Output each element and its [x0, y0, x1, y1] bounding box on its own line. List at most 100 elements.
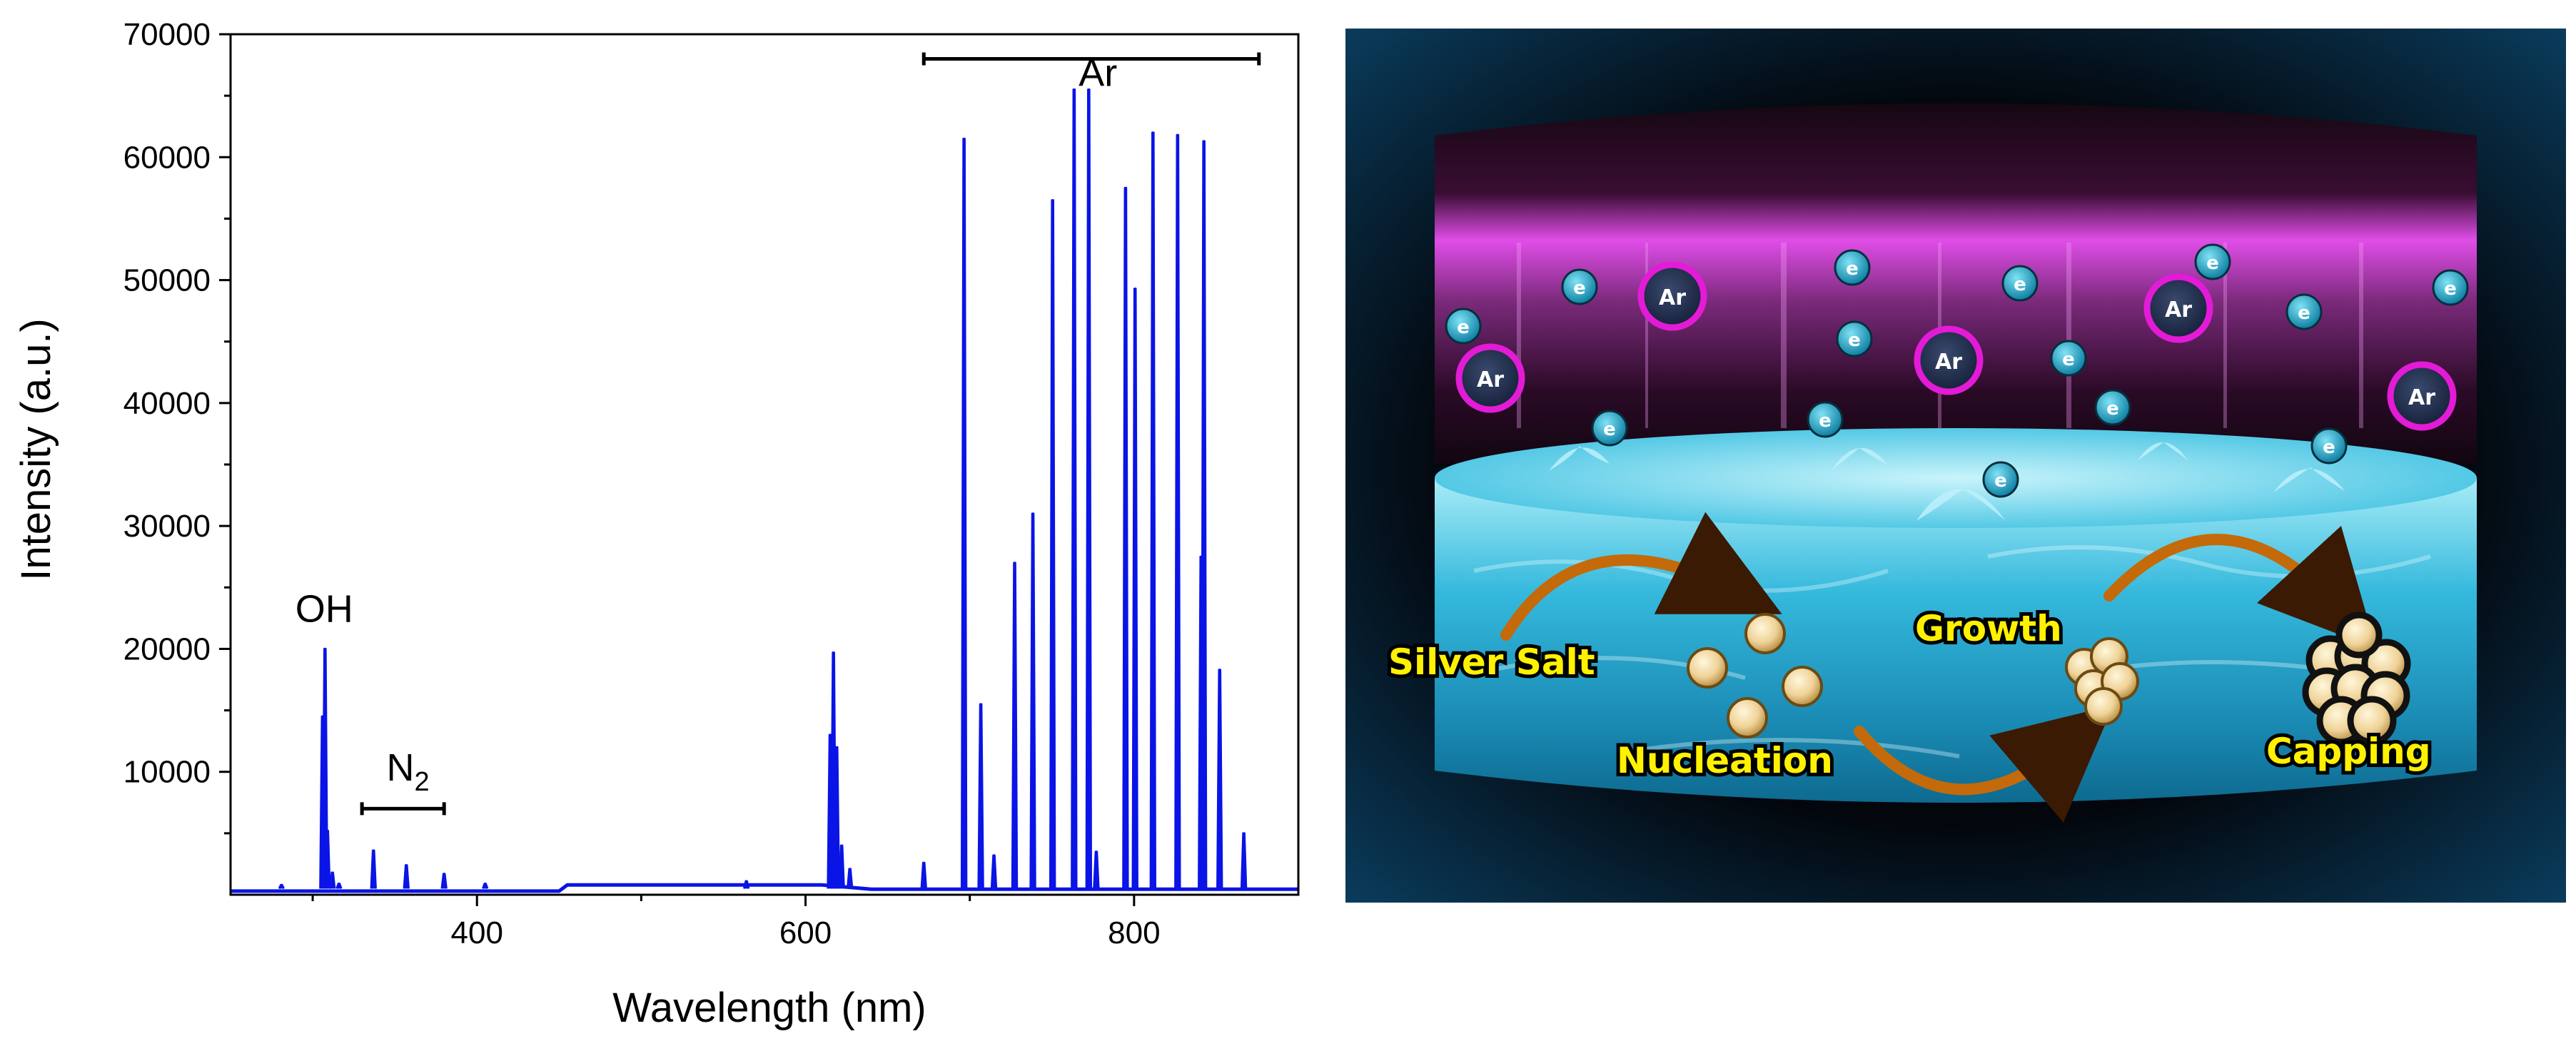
- y-tick-label: 40000: [123, 386, 211, 421]
- svg-text:Ar: Ar: [2165, 298, 2192, 323]
- label-silver-salt: Silver Salt: [1388, 641, 1595, 683]
- svg-text:e: e: [1603, 419, 1616, 440]
- svg-text:e: e: [2106, 398, 2119, 420]
- spectrum-peak: [1049, 199, 1056, 889]
- svg-text:Ar: Ar: [1477, 367, 1504, 392]
- electron: e: [1807, 401, 1844, 438]
- argon-ion: Ar: [2387, 361, 2457, 431]
- spectrum-peak: [335, 882, 343, 889]
- label-nucleation: Nucleation: [1617, 740, 1833, 781]
- electron: e: [2285, 293, 2323, 330]
- electron: e: [1591, 410, 1628, 447]
- svg-text:Ar: Ar: [1659, 285, 1686, 310]
- capped-nanoparticle: [2302, 611, 2411, 746]
- svg-text:e: e: [2062, 349, 2075, 370]
- y-tick-label: 60000: [123, 140, 211, 175]
- spectrum-peak: [324, 829, 331, 889]
- y-tick-label: 30000: [123, 509, 211, 544]
- electrons: e e e e e e e e e e e e e e: [1445, 243, 2469, 498]
- argon-ion: Ar: [1637, 261, 1707, 331]
- electron: e: [1836, 320, 1873, 357]
- electron: e: [1445, 308, 1482, 345]
- annotation-bracket: [360, 802, 446, 816]
- electron: e: [1834, 249, 1871, 286]
- annotation-subscript: 2: [414, 767, 429, 797]
- svg-text:e: e: [1846, 258, 1859, 280]
- plasma-region: [1435, 103, 2477, 464]
- spectrum-peak: [278, 883, 285, 890]
- plasma-synthesis-illustration: Ar Ar Ar Ar Ar e e e e e e e e e e e e e…: [1345, 29, 2566, 903]
- argon-ion: Ar: [2143, 273, 2213, 343]
- spectrum-peak: [1011, 562, 1019, 889]
- electron: e: [2050, 340, 2087, 377]
- spectrum-peak: [1174, 133, 1181, 889]
- spectrum-baseline: [231, 883, 1298, 893]
- svg-text:Ar: Ar: [1935, 350, 1962, 375]
- arrow-salt-to-nucleation: [1500, 512, 1782, 641]
- argon-ions: Ar Ar Ar Ar Ar: [1455, 261, 2457, 431]
- electron: e: [2310, 427, 2348, 464]
- spectrum-peak: [1216, 669, 1223, 889]
- spectrum-peak: [321, 647, 329, 889]
- spectrum-peak: [403, 864, 410, 889]
- spectrum-peak: [370, 849, 377, 889]
- svg-text:e: e: [1994, 470, 2007, 492]
- annotation-bracket: [921, 52, 1261, 66]
- svg-text:e: e: [1819, 410, 1832, 432]
- annotation-label: N2: [386, 746, 429, 797]
- axis-ticks: 10000 20000 30000 40000 50000 60000 70000 400 60…: [123, 17, 1161, 950]
- label-capping: Capping: [2266, 731, 2431, 772]
- growth-cluster: [2065, 637, 2139, 726]
- spectrum-peak: [1122, 186, 1129, 889]
- y-tick-label: 10000: [123, 755, 211, 790]
- nucleation-particles: [1687, 613, 1823, 738]
- spectrum-series: [231, 88, 1298, 893]
- electron: e: [1982, 461, 2019, 498]
- spectrum-peak: [1131, 288, 1138, 889]
- argon-ion: Ar: [1455, 343, 1525, 413]
- spectrum-peak: [846, 868, 854, 889]
- label-growth: Growth: [1915, 608, 2062, 649]
- spectrum-peak: [1149, 131, 1157, 889]
- spectrum-peak: [960, 137, 968, 889]
- spectrum-peak: [977, 703, 984, 889]
- emission-spectrum-chart: 10000 20000 30000 40000 50000 60000 70000 400 60…: [13, 17, 1300, 1031]
- svg-text:e: e: [2206, 253, 2219, 274]
- water-surface: [1435, 428, 2477, 528]
- svg-text:e: e: [2444, 278, 2457, 300]
- x-tick-label: 400: [451, 915, 503, 950]
- svg-text:e: e: [2323, 437, 2335, 458]
- process-arrows: [1500, 512, 2377, 823]
- spectrum-peak: [1029, 512, 1036, 889]
- electron: e: [2432, 269, 2469, 306]
- svg-text:Ar: Ar: [2408, 385, 2435, 410]
- electron: e: [1561, 268, 1598, 305]
- svg-text:e: e: [1848, 330, 1861, 351]
- x-axis-label: Wavelength (nm): [612, 985, 926, 1031]
- x-tick-label: 600: [779, 915, 832, 950]
- electron: e: [2001, 265, 2039, 302]
- svg-text:e: e: [1457, 317, 1470, 338]
- spectrum-peak: [1240, 832, 1248, 889]
- spectrum-peak: [743, 880, 750, 889]
- electron: e: [2094, 389, 2131, 426]
- svg-text:e: e: [2298, 303, 2310, 324]
- spectrum-peak: [1200, 140, 1208, 889]
- spectrum-peak: [838, 844, 845, 889]
- spectrum-peak: [920, 861, 927, 889]
- y-tick-label: 70000: [123, 17, 211, 52]
- spectrum-peak: [329, 871, 336, 889]
- splash-marks: [1549, 442, 2345, 521]
- svg-text:e: e: [1573, 278, 1586, 299]
- argon-ion: Ar: [1914, 325, 1984, 395]
- arrow-growth-to-capping: [2103, 525, 2377, 649]
- plot-frame: [229, 33, 1300, 896]
- spectrum-peak: [1085, 88, 1093, 889]
- annotation-label: OH: [296, 588, 353, 631]
- svg-text:e: e: [2014, 274, 2026, 295]
- electron: e: [2194, 243, 2231, 280]
- spectrum-peak: [482, 882, 489, 889]
- x-tick-label: 800: [1108, 915, 1160, 950]
- spectrum-peak: [1093, 851, 1100, 889]
